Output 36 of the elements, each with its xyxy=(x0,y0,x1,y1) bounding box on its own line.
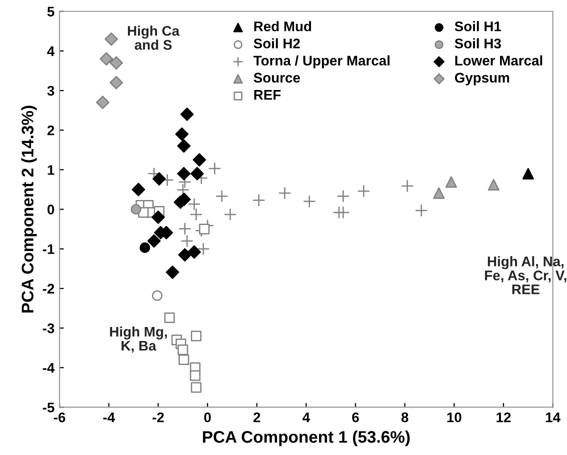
y-tick-label: -2 xyxy=(42,284,54,294)
y-axis-title: PCA Component 2 (14.3%) xyxy=(21,106,37,313)
x-tick-label: -2 xyxy=(152,412,164,422)
y-tick-label: 2 xyxy=(47,125,54,136)
x-tick-label: -6 xyxy=(54,412,66,422)
x-tick-label: 8 xyxy=(401,412,408,422)
y-tick-label: 0 xyxy=(48,204,54,214)
legend-label: Soil H2 xyxy=(254,38,300,48)
legend-label: Soil H1 xyxy=(454,21,502,32)
legend-label: REF xyxy=(254,90,281,100)
y-tick-label: -3 xyxy=(42,323,54,334)
annotation: High Ca and S xyxy=(128,26,180,50)
y-tick-label: -4 xyxy=(42,363,55,373)
legend-label: Soil H3 xyxy=(454,38,501,48)
x-tick-label: -4 xyxy=(103,412,115,422)
legend-label: Lower Marcal xyxy=(455,55,542,66)
legend-label: Torna / Upper Marcal xyxy=(253,55,390,68)
annotation: High Al, Na, Fe, As, Cr, V, REE xyxy=(485,256,566,294)
y-tick-label: 3 xyxy=(47,86,54,96)
annotation: High Mg, K, Ba xyxy=(110,326,167,353)
y-tick-label: 1 xyxy=(48,165,54,175)
legend-label: Gypsum xyxy=(454,72,510,86)
y-tick-label: -1 xyxy=(42,244,54,254)
x-tick-label: 6 xyxy=(352,412,359,422)
legend-label: Red Mud xyxy=(254,21,312,32)
y-tick-label: 4 xyxy=(47,46,55,56)
x-tick-label: 0 xyxy=(204,412,211,422)
y-tick-label: -5 xyxy=(42,402,54,412)
x-tick-label: 12 xyxy=(496,412,511,422)
y-tick-label: 5 xyxy=(47,6,54,17)
x-axis-title: PCA Component 1 (53.6%) xyxy=(202,430,410,446)
x-tick-label: 14 xyxy=(546,412,560,422)
x-tick-label: 4 xyxy=(302,412,310,422)
x-tick-label: 2 xyxy=(253,412,260,422)
legend-label: Source xyxy=(254,72,300,83)
x-tick-label: 10 xyxy=(447,412,462,422)
